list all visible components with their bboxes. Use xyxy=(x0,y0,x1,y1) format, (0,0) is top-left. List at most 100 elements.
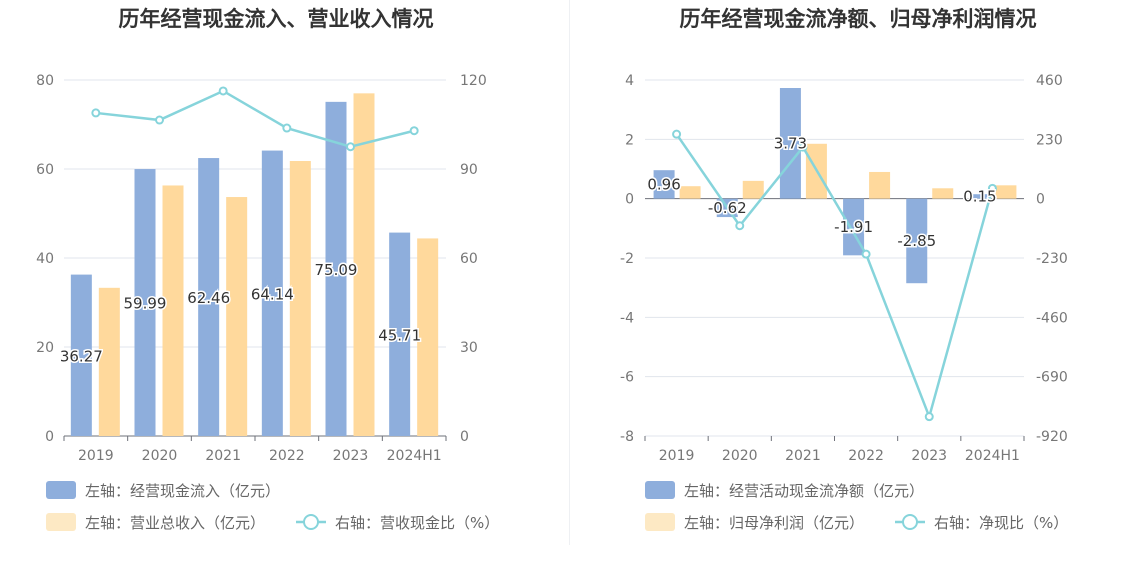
bar-secondary xyxy=(226,197,248,436)
bar-secondary xyxy=(162,185,184,436)
bar-secondary xyxy=(995,185,1017,199)
legend-bar-swatch xyxy=(46,513,76,531)
bar-data-label: -2.85 xyxy=(897,232,936,250)
bar-data-label: -1.91 xyxy=(834,218,873,236)
bar-primary xyxy=(969,194,991,199)
bar-data-label: 0.96 xyxy=(647,175,680,193)
left-axis-tick-label: 4 xyxy=(625,73,634,89)
left-axis-tick-label: -4 xyxy=(620,310,634,326)
bar-primary xyxy=(325,101,347,437)
left-axis-tick-label: 2 xyxy=(625,132,634,148)
bar-secondary xyxy=(742,180,764,199)
right-axis-tick-label: -230 xyxy=(1036,251,1068,267)
right-axis-tick-label: 30 xyxy=(460,340,478,356)
right-axis-tick-label: 460 xyxy=(1036,73,1063,89)
right-axis-tick-label: 90 xyxy=(460,162,478,178)
legend-bar-swatch xyxy=(645,481,675,499)
legend-label: 右轴：营收现金比（%） xyxy=(335,514,499,532)
panel-divider xyxy=(569,0,570,545)
bar-primary xyxy=(70,274,92,436)
bar-data-label: 0.15 xyxy=(963,187,996,205)
bar-secondary xyxy=(98,287,120,436)
x-axis-category-label: 2019 xyxy=(659,448,695,464)
left-axis-tick-label: 60 xyxy=(36,162,54,178)
bar-secondary xyxy=(289,160,311,437)
bar-primary xyxy=(198,158,220,437)
bar-secondary xyxy=(353,93,375,436)
x-axis-category-label: 2024H1 xyxy=(965,448,1020,464)
bar-data-label: 59.99 xyxy=(124,295,167,313)
legend-label: 左轴：营业总收入（亿元） xyxy=(85,514,265,532)
ratio-line-point xyxy=(735,221,745,231)
ratio-line-point xyxy=(987,183,997,193)
x-axis-category-label: 2024H1 xyxy=(387,448,442,464)
right-axis-tick-label: -460 xyxy=(1036,310,1068,326)
right-axis-tick-label: 230 xyxy=(1036,132,1063,148)
ratio-line xyxy=(675,133,994,421)
bar-data-label: 3.73 xyxy=(774,134,807,152)
bar-primary xyxy=(134,169,156,436)
bar-primary xyxy=(906,198,928,284)
legend-label: 左轴：经营活动现金流净额（亿元） xyxy=(684,482,924,500)
ratio-line xyxy=(95,89,415,149)
bar-secondary xyxy=(869,171,891,199)
bar-primary xyxy=(261,150,283,436)
x-axis-category-label: 2019 xyxy=(78,448,114,464)
bar-data-label: 64.14 xyxy=(251,285,294,303)
bar-data-label: 62.46 xyxy=(187,289,230,307)
right-axis-tick-label: -690 xyxy=(1036,370,1068,386)
legend-label: 左轴：归母净利润（亿元） xyxy=(684,514,864,532)
ratio-line-point xyxy=(861,249,871,259)
ratio-line-point xyxy=(282,123,292,133)
right-axis-tick-label: 0 xyxy=(460,429,469,445)
ratio-line-point xyxy=(91,108,101,118)
bar-secondary xyxy=(417,238,439,436)
left-axis-tick-label: -6 xyxy=(620,370,634,386)
x-axis-category-label: 2020 xyxy=(722,448,758,464)
x-axis-category-label: 2022 xyxy=(269,448,305,464)
bar-secondary xyxy=(679,186,701,199)
x-axis-category-label: 2023 xyxy=(911,448,947,464)
legend-line-marker xyxy=(902,514,918,530)
left-axis-tick-label: 40 xyxy=(36,251,54,267)
chart-cashflow-revenue: 历年经营现金流入、营业收入情况 0 20 40 60 80 0 30 60 90 120 2019 20… xyxy=(36,7,499,532)
left-axis-tick-label: -2 xyxy=(620,251,634,267)
ratio-line-point xyxy=(409,126,419,136)
x-axis-category-label: 2021 xyxy=(205,448,241,464)
bar-data-label: -0.62 xyxy=(708,199,747,217)
left-axis-tick-label: 0 xyxy=(625,192,634,208)
chart-netcash-profit: 历年经营现金流净额、归母净利润情况 -8 -6 -4 -2 0 2 4 -920 -690 -460… xyxy=(620,7,1068,532)
chart-title: 历年经营现金流净额、归母净利润情况 xyxy=(680,7,1037,31)
legend-bar-swatch xyxy=(645,513,675,531)
right-axis-tick-label: 60 xyxy=(460,251,478,267)
legend-line-marker xyxy=(303,514,319,530)
right-axis-tick-label: 0 xyxy=(1036,192,1045,208)
left-axis-tick-label: 80 xyxy=(36,73,54,89)
x-axis-category-label: 2022 xyxy=(848,448,884,464)
legend-label: 右轴：净现比（%） xyxy=(934,514,1068,532)
legend-label: 左轴：经营现金流入（亿元） xyxy=(85,482,280,500)
bar-data-label: 36.27 xyxy=(60,347,103,365)
left-axis-tick-label: 20 xyxy=(36,340,54,356)
bar-primary xyxy=(389,232,411,436)
left-axis-tick-label: 0 xyxy=(45,429,54,445)
ratio-line-point xyxy=(798,142,808,152)
ratio-line-point xyxy=(155,115,164,125)
ratio-line-point xyxy=(672,129,682,139)
bar-data-label: 75.09 xyxy=(315,261,358,279)
ratio-line-point xyxy=(218,86,228,96)
bar-data-label: 45.71 xyxy=(378,326,421,344)
bar-secondary xyxy=(932,188,954,199)
x-axis-category-label: 2020 xyxy=(142,448,178,464)
bar-primary xyxy=(653,170,675,199)
ratio-line-point xyxy=(924,412,934,422)
x-axis-category-label: 2021 xyxy=(785,448,821,464)
right-axis-tick-label: -920 xyxy=(1036,429,1068,445)
chart-title: 历年经营现金流入、营业收入情况 xyxy=(119,7,434,31)
left-axis-tick-label: -8 xyxy=(620,429,634,445)
ratio-line-point xyxy=(346,142,355,152)
legend-bar-swatch xyxy=(46,481,76,499)
x-axis-category-label: 2023 xyxy=(333,448,369,464)
right-axis-tick-label: 120 xyxy=(460,73,487,89)
